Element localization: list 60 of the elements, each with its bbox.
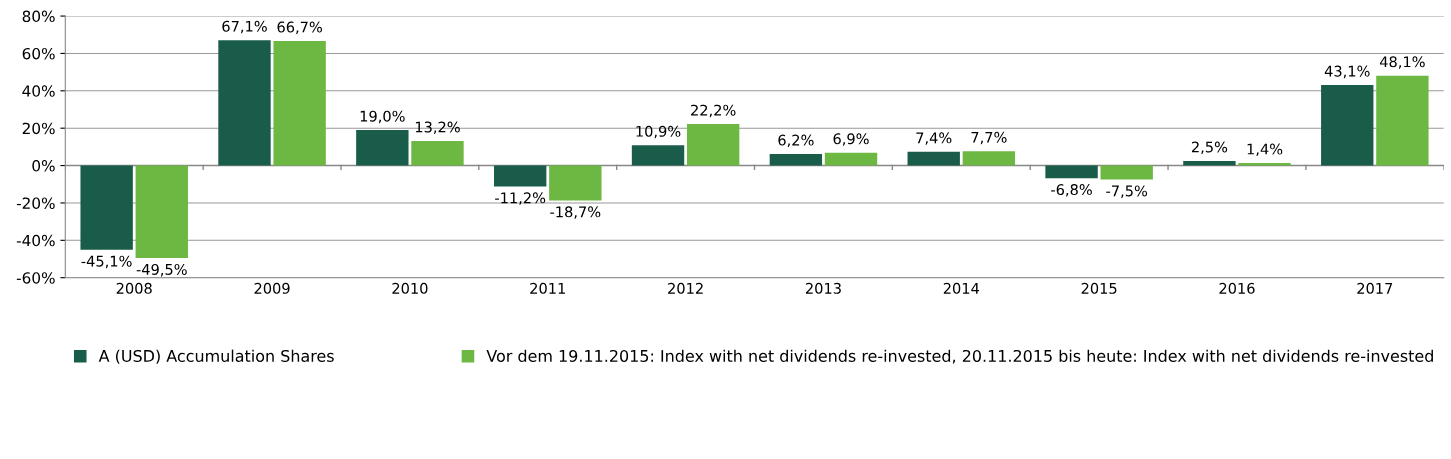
bar: [686, 124, 740, 166]
data-label: -7,5%: [1106, 185, 1148, 198]
x-tick-label: 2008: [116, 282, 152, 294]
bar: [1238, 162, 1291, 166]
data-label: -11,2%: [495, 192, 546, 205]
data-label: 10,9%: [636, 125, 681, 139]
bar: [769, 153, 823, 166]
y-tick-label: 80%: [22, 10, 55, 23]
x-tick-label: 2016: [1219, 282, 1255, 294]
data-label: 67,1%: [222, 20, 267, 34]
data-label: -6,8%: [1051, 184, 1092, 197]
y-tick-label: -20%: [16, 197, 55, 209]
data-label: 1,4%: [1247, 143, 1283, 157]
data-label: 48,1%: [1379, 56, 1425, 69]
data-label: -18,7%: [550, 206, 601, 219]
data-label: 13,2%: [415, 121, 460, 135]
bar: [493, 165, 547, 187]
bar: [273, 40, 326, 166]
bar: [80, 165, 133, 250]
x-tick-label: 2010: [392, 282, 428, 294]
bar: [411, 140, 464, 166]
x-tick-label: 2014: [943, 282, 980, 294]
y-tick-label: -40%: [16, 234, 55, 247]
data-label: 6,9%: [833, 133, 869, 146]
data-label: 2,5%: [1191, 141, 1228, 154]
bar: [218, 40, 271, 166]
y-tick-label: 40%: [22, 85, 55, 97]
bar: [631, 145, 685, 166]
data-label: 66,7%: [277, 21, 322, 35]
bar: [907, 151, 960, 166]
bar: [549, 165, 602, 201]
bar: [135, 165, 188, 259]
bar: [1183, 160, 1236, 166]
bar: [962, 151, 1016, 166]
data-label: 6,2%: [778, 134, 814, 148]
y-tick-label: 60%: [22, 47, 55, 60]
y-tick-label: 20%: [22, 122, 55, 135]
x-tick-label: 2017: [1357, 282, 1393, 294]
bar: [356, 130, 409, 166]
data-label: 7,7%: [971, 131, 1007, 145]
data-label: -45,1%: [81, 255, 132, 269]
x-tick-label: 2012: [668, 282, 703, 294]
bar: [1376, 75, 1429, 166]
bar: [1100, 165, 1153, 180]
x-tick-label: 2013: [805, 282, 841, 294]
legend-label: Vor dem 19.11.2015: Index with net dividends re-invested, 20.11.2015 bis heute: Index with net dividends re-invested: [486, 349, 1433, 364]
data-label: 7,4%: [916, 132, 952, 145]
legend-label: A (USD) Accumulation Shares: [98, 349, 334, 364]
y-tick-label: -60%: [16, 272, 55, 284]
x-tick-label: 2009: [254, 282, 290, 294]
x-tick-label: 2011: [530, 282, 565, 294]
data-label: 43,1%: [1324, 65, 1370, 79]
bar: [1045, 165, 1098, 179]
bar: [1321, 85, 1374, 166]
data-label: 19,0%: [360, 110, 405, 124]
y-tick-label: 0%: [32, 160, 55, 172]
data-label: 22,2%: [691, 104, 736, 118]
bar: [824, 152, 878, 166]
x-tick-label: 2015: [1081, 282, 1117, 294]
data-label: -49,5%: [136, 263, 187, 277]
